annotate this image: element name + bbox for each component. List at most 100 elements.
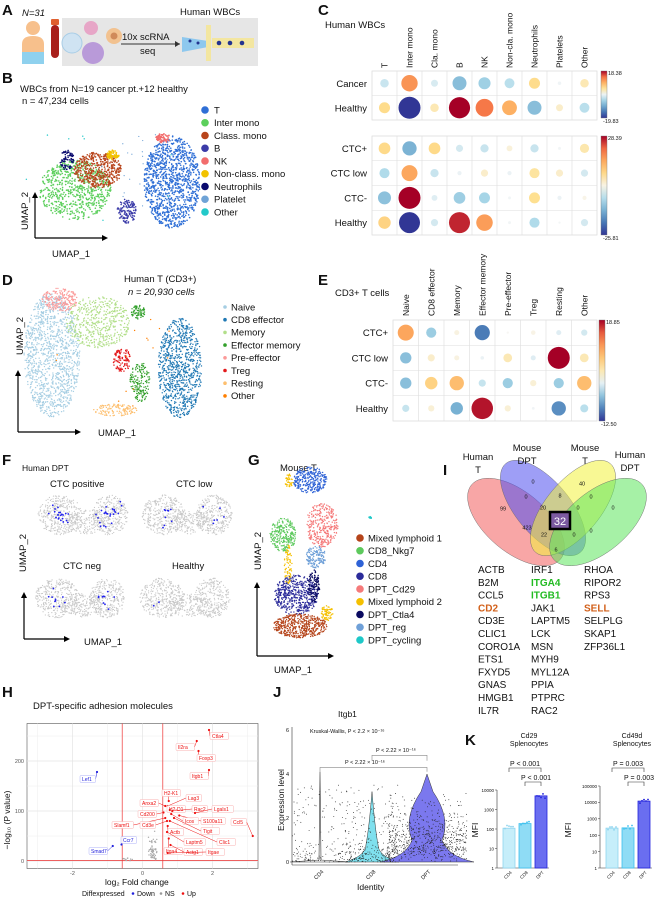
c-bottom-row-label: Healthy (335, 218, 367, 229)
umap-point-memory (107, 304, 109, 307)
umap-point-t (189, 166, 192, 168)
umap-point-inter-mono (46, 203, 48, 206)
umap-point-inter-mono (93, 189, 96, 192)
umap-point-t (178, 159, 180, 162)
umap-point-naive (32, 353, 34, 355)
umap-point-naive (59, 331, 61, 333)
umap-point-t (166, 188, 168, 191)
umap-point-t (184, 150, 186, 153)
umap-point-inter-mono (43, 174, 46, 177)
umap-point-naive (38, 315, 40, 318)
umap-point-class-mono (83, 160, 86, 163)
c-bottom-dot (555, 169, 564, 177)
umap-point-class-mono (85, 170, 88, 173)
umap-point-naive (26, 366, 29, 369)
umap-point-inter-mono (69, 173, 72, 176)
umap-point-naive (44, 372, 46, 375)
umap-point-class-mono (118, 163, 120, 165)
umap-point-pre-effector (45, 298, 47, 300)
umap-point-t (172, 155, 175, 158)
umap-point-naive (38, 364, 40, 367)
umap-point-naive (53, 324, 55, 326)
umap-point-neutrophils (64, 157, 67, 160)
c-bottom-dot (529, 217, 540, 228)
umap-point-t (177, 137, 180, 140)
umap-point-t (190, 156, 193, 159)
umap-point-t (193, 197, 196, 200)
umap-point-memory (78, 339, 80, 342)
umap-point-naive (63, 361, 65, 363)
umap-point-naive (54, 338, 56, 340)
umap-point-effector-memory (131, 378, 133, 381)
umap-point-t (157, 187, 159, 190)
umap-point-naive (46, 371, 48, 373)
c-top-row-label: Cancer (336, 79, 367, 90)
umap-point-class-mono (95, 185, 98, 187)
umap-point-t (170, 197, 173, 200)
umap-point-non-class-mono (114, 150, 116, 152)
umap-point-memory (118, 336, 121, 338)
umap-point-memory (120, 312, 122, 314)
umap-point-naive (31, 328, 34, 331)
umap-point-t (153, 163, 156, 166)
umap-point-t (182, 207, 184, 209)
umap-point-memory (95, 339, 97, 341)
umap-point-inter-mono (62, 176, 64, 179)
umap-point-neutrophils (67, 154, 69, 157)
panel-d-subtitle: n = 20,930 cells (128, 287, 195, 298)
umap-point-inter-mono (94, 164, 96, 167)
umap-point-t (184, 180, 186, 183)
umap-point-effector-memory (134, 305, 136, 308)
umap-point-t (180, 206, 183, 209)
umap-point-inter-mono (61, 183, 63, 186)
umap-point-naive (49, 315, 52, 318)
umap-point-t (179, 208, 182, 211)
umap-point-inter-mono (70, 169, 73, 172)
umap-point-naive (27, 359, 30, 362)
umap-point-t (151, 156, 154, 158)
umap-point-pre-effector (58, 298, 60, 301)
umap-point-t (193, 165, 196, 168)
umap-point-memory (78, 306, 80, 309)
umap-point-t (180, 183, 182, 186)
umap-point-naive (71, 362, 73, 365)
umap-point-t (176, 155, 178, 158)
umap-point-memory (66, 322, 69, 325)
umap-point-inter-mono (79, 196, 81, 199)
umap-point-naive (69, 394, 71, 396)
umap-point-naive (40, 395, 43, 398)
umap-point-effector-memory (129, 374, 132, 377)
umap-point-inter-mono (59, 210, 62, 212)
umap-point-effector-memory (144, 386, 147, 388)
umap-point-memory (82, 341, 84, 343)
umap-point-effector-memory (133, 312, 135, 314)
umap-point-pre-effector (48, 305, 50, 308)
umap-point-naive (26, 354, 29, 356)
umap-point-pre-effector (49, 297, 52, 299)
umap-point-naive (34, 396, 37, 399)
umap-point-neutrophils (62, 166, 65, 169)
umap-point-inter-mono (71, 171, 73, 174)
umap-point-naive (71, 318, 73, 320)
umap-point-t (170, 214, 173, 217)
umap-point-naive (46, 302, 48, 304)
umap-point-b (125, 212, 128, 215)
umap-point-t (195, 173, 197, 176)
umap-point-naive (76, 346, 79, 348)
umap-point-class-mono (105, 183, 108, 186)
umap-point-non-class-mono (111, 158, 113, 161)
umap-point-memory (114, 302, 116, 305)
umap-point-t (156, 164, 159, 166)
umap-point-class-mono (102, 161, 104, 163)
umap-point-t (179, 217, 181, 219)
umap-point-t (182, 175, 184, 177)
umap-point-memory (74, 336, 76, 338)
umap-point-t (162, 203, 164, 206)
umap-point-inter-mono (100, 195, 102, 198)
umap-point-inter-mono (57, 180, 60, 182)
umap-point-naive (62, 410, 65, 412)
umap-point-t (166, 202, 169, 205)
umap-point-naive (39, 359, 41, 362)
umap-point-treg (114, 360, 116, 362)
umap-point-effector-memory (137, 371, 139, 373)
